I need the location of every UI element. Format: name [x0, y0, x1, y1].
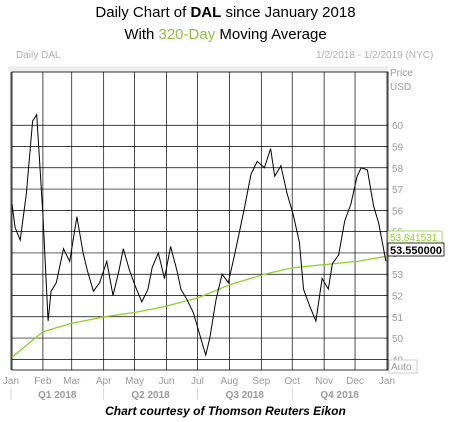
x-quarter-label: Q4 2018 — [320, 390, 359, 401]
chart-credit: Chart courtesy of Thomson Reuters Eikon — [105, 404, 346, 418]
x-month-label: Jan — [379, 376, 395, 387]
y-tick-label: 56 — [392, 206, 404, 217]
x-month-label: Jul — [191, 376, 204, 387]
moving-average-line — [11, 255, 387, 358]
y-tick-label: 57 — [392, 185, 404, 196]
auto-button-label: Auto — [391, 362, 412, 373]
chart-title: Daily Chart of DAL since January 2018 — [95, 4, 356, 21]
x-month-label: May — [125, 376, 144, 387]
close-last-tag: 53.550000 — [387, 242, 445, 257]
x-axis: Jan Feb Mar Apr May Jun Jul Aug Sep Oct Nov Dec Jan Q… — [3, 376, 395, 401]
currency-axis-label: USD — [390, 82, 411, 93]
date-range: 1/2/2018 - 1/2/2019 (NYC) — [316, 50, 434, 61]
x-month-label: Dec — [346, 376, 364, 387]
ma-last-tag: 53.841531 — [387, 230, 443, 244]
x-quarter-label: Q2 2018 — [131, 390, 170, 401]
y-tick-label: 52 — [392, 292, 404, 303]
grid-lines — [10, 71, 389, 371]
y-tick-label: 59 — [392, 143, 404, 154]
y-tick-label: 51 — [392, 313, 404, 324]
ma-last-value: 53.841531 — [390, 233, 438, 244]
x-month-label: Jan — [3, 376, 19, 387]
x-month-label: Aug — [220, 376, 238, 387]
y-tick-label: 60 — [392, 121, 404, 132]
x-quarter-label: Q1 2018 — [38, 390, 77, 401]
x-quarter-label: Q3 2018 — [226, 390, 265, 401]
x-month-label: Apr — [96, 376, 112, 387]
ma-period-highlight: 320-Day — [158, 26, 216, 43]
y-tick-label: 50 — [392, 334, 404, 345]
x-month-label: Mar — [63, 376, 81, 387]
close-last-value: 53.550000 — [390, 245, 442, 257]
price-axis-label: Price — [390, 68, 413, 79]
x-month-label: Sep — [252, 376, 270, 387]
x-month-label: Jun — [158, 376, 174, 387]
x-month-label: Oct — [284, 376, 300, 387]
y-tick-label: 53 — [392, 270, 404, 281]
y-tick-label: 58 — [392, 164, 404, 175]
chart-subtitle: With 320-Day Moving Average — [124, 26, 327, 43]
panel-label: Daily DAL — [16, 50, 61, 61]
price-line — [11, 113, 387, 358]
header-band — [8, 66, 388, 72]
x-month-label: Feb — [34, 376, 52, 387]
auto-scale-button[interactable]: Auto — [388, 359, 418, 374]
x-month-label: Nov — [315, 376, 333, 387]
plot-frame — [11, 71, 389, 371]
